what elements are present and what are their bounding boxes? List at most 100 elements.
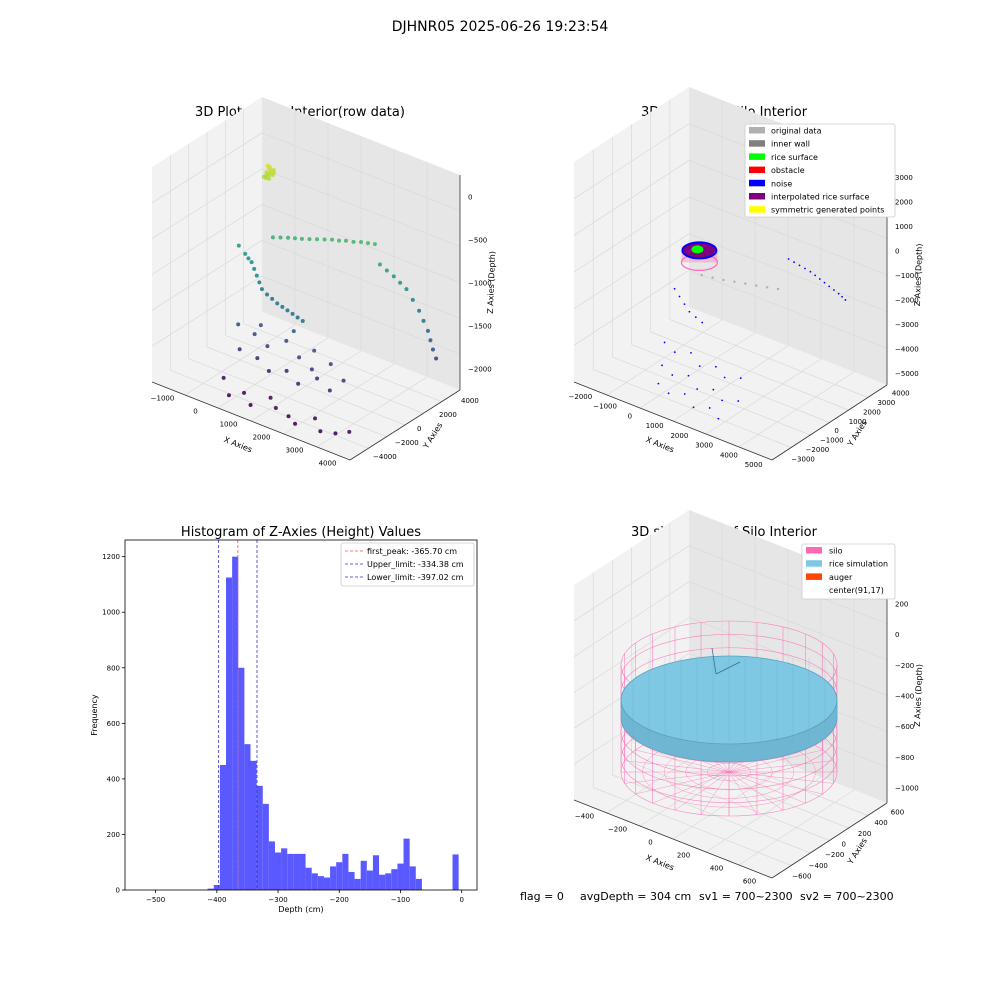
classify-legend-label: symmetric generated points	[771, 206, 884, 215]
histogram-x-tick-label: −200	[330, 896, 349, 904]
simulation-legend-swatch	[806, 547, 822, 554]
sim-z-tick-label: −1000	[895, 785, 919, 793]
sim-x-axis-label: X Axies	[645, 853, 676, 872]
histogram-bar	[391, 869, 398, 890]
raw-data-point	[265, 292, 270, 297]
noise-point	[823, 281, 826, 284]
histogram-bar	[348, 871, 355, 890]
raw-data-point	[417, 308, 422, 313]
raw-data-point	[372, 242, 377, 247]
noise-point	[696, 388, 699, 390]
classify-y-tick-label: 0	[834, 427, 838, 435]
raw-data-point	[330, 237, 335, 242]
noise-point	[701, 321, 704, 324]
raw-data-point	[322, 237, 327, 242]
histogram-plot-area	[125, 540, 477, 890]
classify-legend-frame	[744, 123, 896, 218]
silo-floor-spoke	[652, 771, 730, 804]
raw-data-point	[284, 368, 289, 373]
silo-floor-spoke	[624, 760, 730, 773]
noise-point	[678, 295, 681, 298]
raw-data-point	[284, 338, 289, 343]
raw-data-point	[337, 238, 342, 243]
raw-x-tick-label: 4000	[319, 460, 337, 468]
histogram-bar	[287, 853, 294, 890]
classify-legend-label: interpolated rice surface	[771, 193, 869, 202]
raw-data-point	[434, 356, 439, 361]
classify-x-tick-label: −1000	[593, 403, 617, 411]
histogram-bar	[238, 667, 245, 890]
histogram-y-tick-label: 400	[107, 775, 120, 783]
rice-simulation-disk	[620, 647, 838, 763]
raw-grid-line	[243, 323, 442, 402]
noise-point	[692, 406, 695, 409]
classify-z-tick-label: 1000	[895, 223, 913, 231]
raw-data-point	[384, 268, 389, 273]
classify-legend-swatch	[749, 127, 765, 134]
classify-y-tick-label: 1000	[849, 418, 867, 426]
raw-data-point	[315, 376, 320, 381]
raw-data-point	[280, 304, 285, 309]
raw-z-tick-label: −500	[468, 237, 487, 245]
raw-data-point	[266, 173, 271, 178]
raw-y-tick-label: 2000	[439, 411, 457, 419]
simulation-legend-swatch	[806, 560, 822, 567]
raw-data-point	[257, 280, 262, 285]
histogram-legend: first_peak: -365.70 cm Upper_limit: -334.…	[340, 542, 475, 587]
classify-x-tick-label: 3000	[695, 442, 713, 450]
histogram-bar	[207, 888, 214, 890]
histogram-y-axis-label: Frequency	[90, 694, 99, 736]
classify-legend-swatch	[749, 206, 765, 213]
raw-data-point	[292, 236, 297, 241]
classify-legend-label: noise	[771, 179, 792, 188]
raw-data-point	[243, 251, 248, 256]
simulation-legend-frame	[801, 543, 896, 600]
figure-title: DJHNR05 2025-06-26 19:23:54	[392, 19, 609, 35]
classify-point-layer	[657, 258, 847, 420]
raw-data-point	[275, 301, 280, 306]
noise-point	[683, 393, 686, 395]
raw-data-point	[313, 416, 318, 421]
sim-y-axis-label: Y Axies	[845, 837, 869, 867]
raw-data-point	[307, 237, 312, 242]
classify-z-tick-label: −5000	[895, 370, 919, 378]
raw-data-point	[273, 405, 278, 410]
raw-data-point	[309, 367, 314, 372]
noise-point	[841, 295, 843, 298]
histogram-bar	[268, 841, 275, 890]
noise-point	[673, 351, 676, 354]
raw-data-point	[425, 328, 430, 333]
noise-point	[837, 292, 840, 295]
noise-point	[814, 274, 817, 277]
noise-point	[798, 264, 801, 267]
noise-point	[717, 417, 720, 420]
classify-x-tick-label: 2000	[670, 432, 688, 440]
classify-legend-swatch	[749, 179, 765, 187]
raw-data-point	[430, 347, 435, 352]
histogram-legend-label: Lower_limit: -397.02 cm	[367, 573, 464, 582]
silo-floor-spoke	[728, 771, 806, 804]
classify-y-tick-label: 4000	[892, 390, 910, 398]
raw-y-axis-label: Y Axies	[421, 421, 445, 451]
subplot-simulation: 3D simulation of Silo Interior −400−2000…	[573, 510, 924, 886]
histogram-y-tick-label: 1000	[102, 609, 120, 617]
noise-point	[809, 270, 812, 273]
histogram-frame	[124, 539, 478, 891]
histogram-x-tick-label: −100	[391, 896, 410, 904]
raw-data-point	[285, 308, 290, 313]
auger-line	[715, 661, 741, 675]
histogram-bar	[372, 855, 380, 890]
raw-data-point	[391, 274, 396, 279]
subplot-classify: 3D classify of Silo Interior −2000−10000…	[569, 87, 924, 469]
classify-z-tick-label: 3000	[895, 174, 913, 182]
histogram-bar	[244, 744, 251, 890]
sim-z-tick-label: −600	[895, 723, 914, 731]
histogram-x-tick-label: −300	[268, 896, 287, 904]
histogram-bar	[256, 785, 263, 890]
classify-grid-line	[573, 123, 690, 199]
sim-x-tick-label: 600	[743, 878, 756, 886]
sim-z-tick-label: −800	[895, 754, 914, 762]
histogram-legend-label: first_peak: -365.70 cm	[367, 547, 457, 556]
raw-data-point	[252, 332, 257, 337]
raw-data-point	[327, 388, 332, 393]
